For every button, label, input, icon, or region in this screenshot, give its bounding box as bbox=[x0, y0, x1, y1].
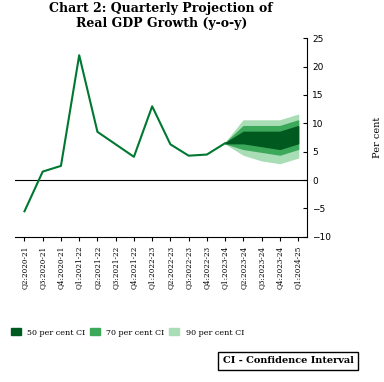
Y-axis label: Per cent: Per cent bbox=[373, 117, 382, 158]
Text: CI - Confidence Interval: CI - Confidence Interval bbox=[223, 356, 353, 366]
Legend: 50 per cent CI, 70 per cent CI, 90 per cent CI: 50 per cent CI, 70 per cent CI, 90 per c… bbox=[8, 325, 247, 340]
Title: Chart 2: Quarterly Projection of
Real GDP Growth (y-o-y): Chart 2: Quarterly Projection of Real GD… bbox=[50, 2, 273, 30]
